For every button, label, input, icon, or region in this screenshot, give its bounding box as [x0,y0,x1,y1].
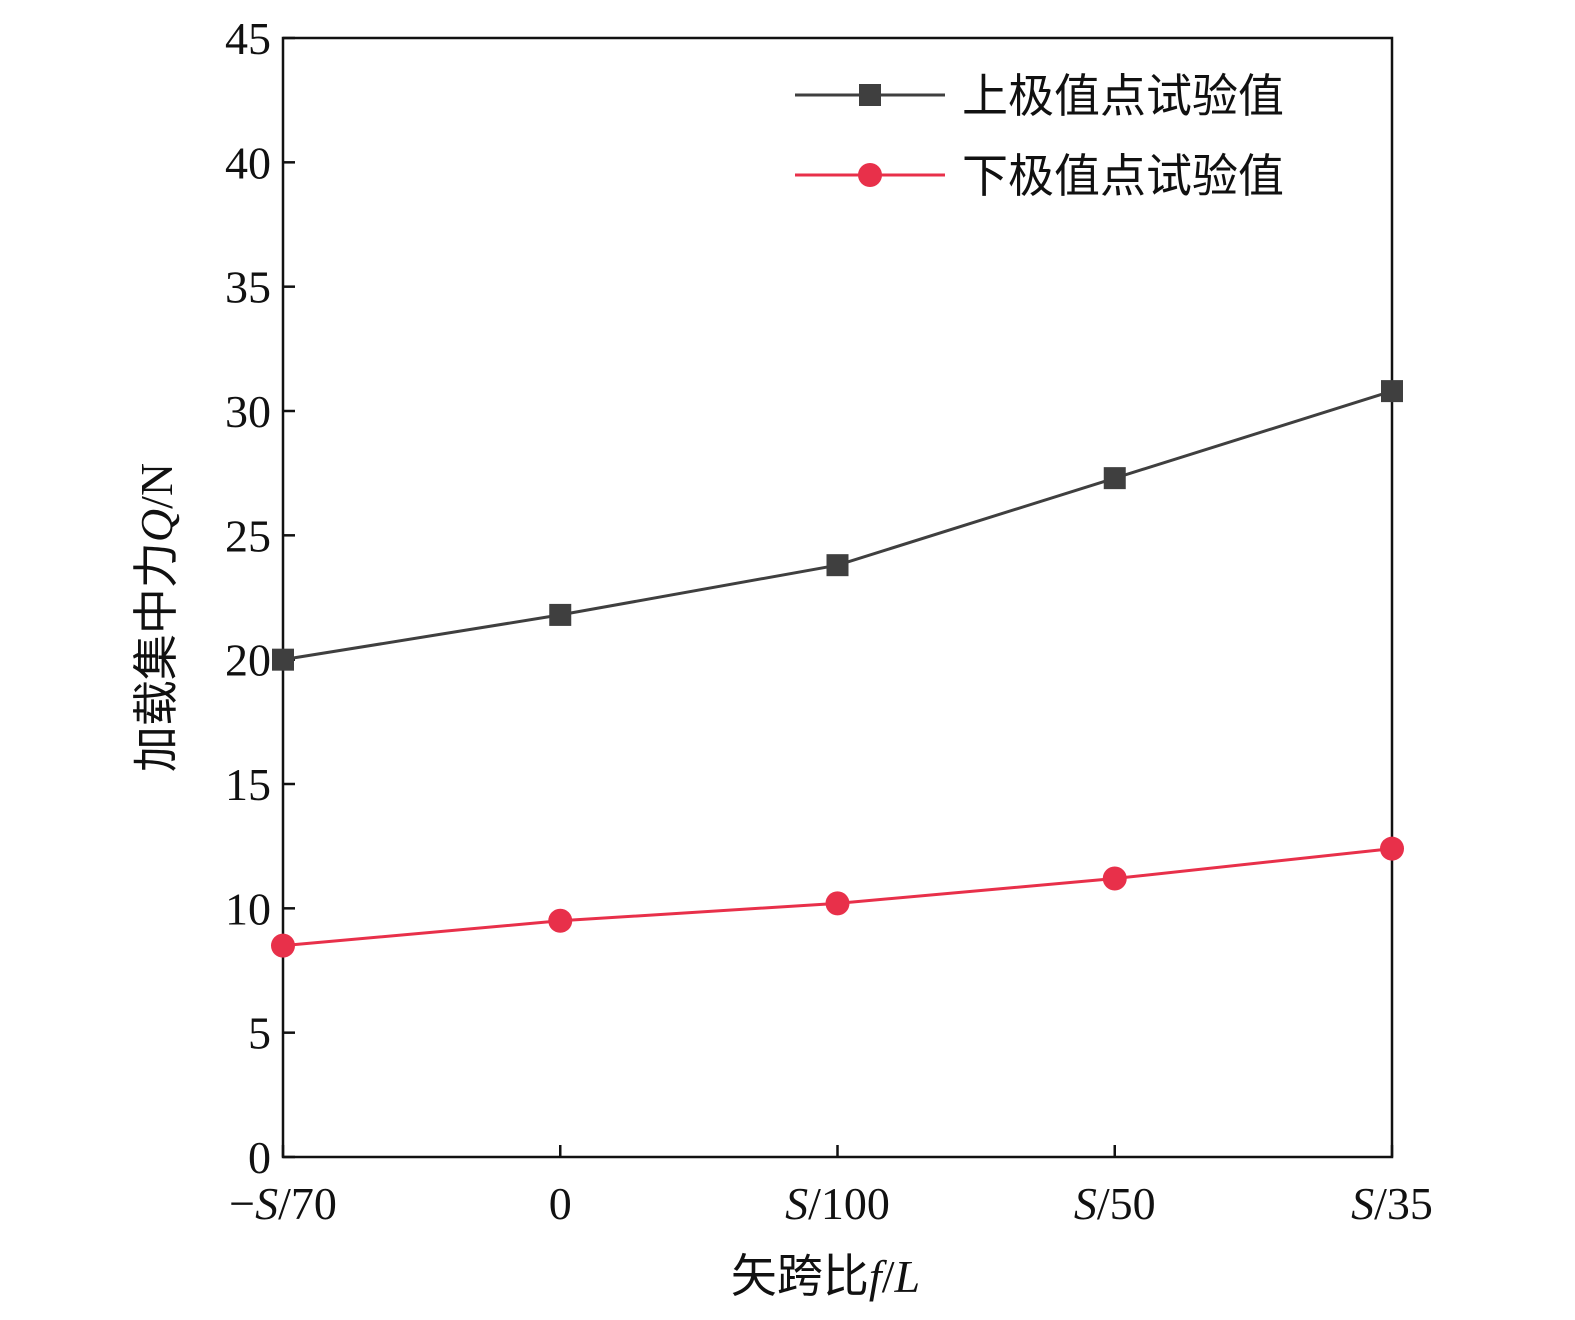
axis-titles: 矢跨比f/L 加载集中力Q/N [131,463,920,1302]
data-point-square [1103,467,1126,490]
y-tick-label: 30 [225,386,271,437]
y-tick-label: 45 [225,13,271,64]
data-point-circle [271,933,295,958]
data-point-circle [1380,836,1404,861]
plot-frame [281,36,1394,1159]
text-run: 0 [549,1178,572,1229]
text-run: 加载集中力 [131,542,182,772]
y-axis-title: 加载集中力Q/N [131,463,182,772]
legend-marker-circle [858,163,882,187]
legend-label: 上极值点试验值 [962,71,1284,122]
legend-label: 下极值点试验值 [962,151,1284,202]
series-1 [272,380,1403,671]
text-run: Q [131,509,182,542]
x-tick-label: 0 [549,1178,572,1229]
text-run: S [1074,1178,1097,1229]
x-axis: −S/70 0 S/100 S/50 S/35 [229,1145,1433,1229]
y-axis: 0 5 10 15 20 25 30 35 40 45 [225,13,295,1183]
data-point-circle [825,891,850,916]
text-run: /70 [278,1178,337,1229]
x-tick-label: S/50 [1074,1178,1156,1229]
text-run: L [893,1251,920,1302]
y-tick-label: 0 [248,1132,271,1183]
legend-item: 上极值点试验值 [795,71,1284,122]
plot-border [281,36,1394,1159]
y-tick-label: 40 [225,137,271,188]
y-tick-label: 5 [248,1008,271,1059]
text-run: /50 [1097,1178,1156,1229]
data-point-circle [1102,866,1127,891]
data-point-square [549,603,572,626]
y-tick-label: 20 [225,635,271,686]
y-tick-label: 15 [225,759,271,810]
text-run: S [785,1178,808,1229]
legend-item: 下极值点试验值 [795,151,1284,202]
series-2 [271,836,1404,958]
data-point-circle [548,908,573,933]
y-tick-label: 25 [225,510,271,561]
text-run: / [882,1251,895,1302]
text-run: /35 [1374,1178,1433,1229]
y-tick-label: 35 [225,262,271,313]
x-axis-title: 矢跨比f/L [731,1251,920,1302]
y-tick-label: 10 [225,883,271,934]
x-tick-label: S/35 [1351,1178,1433,1229]
text-run: S [255,1178,278,1229]
text-run: S [1351,1178,1374,1229]
legend-marker-square [859,84,881,106]
x-tick-label: S/100 [785,1178,890,1229]
text-run: /100 [808,1178,890,1229]
series-line [282,389,1393,662]
text-run: /N [131,463,182,509]
text-run: 矢跨比 [731,1251,869,1302]
x-tick-label: −S/70 [229,1178,337,1229]
data-point-square [1381,380,1403,403]
data-point-square [272,648,294,671]
series-group [271,380,1404,958]
text-run: − [229,1178,255,1229]
data-point-square [826,554,849,577]
